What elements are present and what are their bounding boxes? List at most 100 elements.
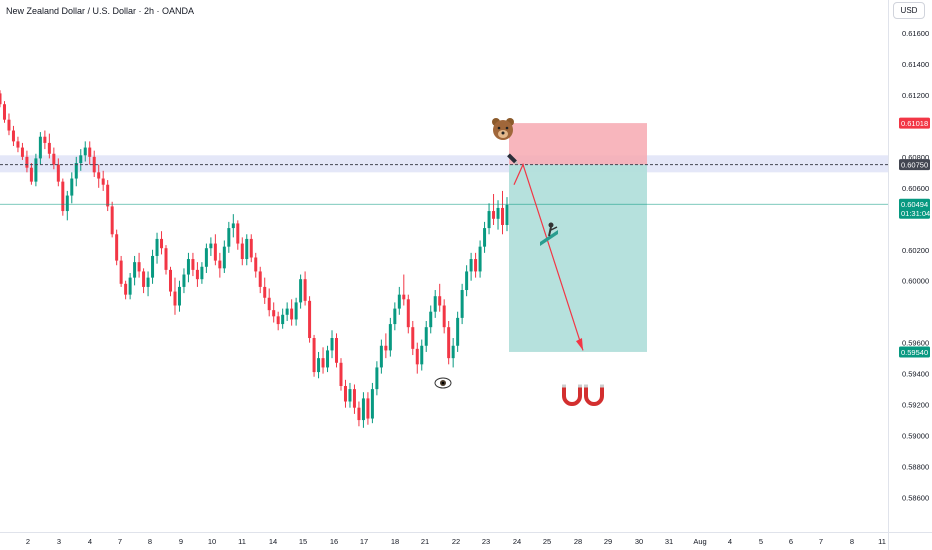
candle-body [11,130,15,142]
candle-body [92,156,96,173]
candle-body [303,279,307,301]
candle [415,342,419,374]
candle-body [406,299,410,328]
candle [213,234,217,266]
candle-body [343,386,347,402]
time-tick-label: 6 [789,537,793,546]
candle-body [321,358,325,368]
candle [74,156,78,187]
candle-body [245,238,249,260]
candle [20,142,24,160]
candle [16,136,20,153]
stop-loss-zone [509,123,647,165]
candle [442,299,446,334]
current-price-value: 0.60494 [901,200,928,209]
candle [469,252,473,281]
candle-body [276,316,280,325]
candle [43,130,47,150]
candle-body [88,147,92,157]
candle [379,339,383,374]
candle-body [29,167,33,182]
candle-body [97,172,101,179]
time-tick-label: 29 [604,537,612,546]
candle-body [146,277,150,287]
candle-body [465,271,469,291]
candle-body [168,269,172,292]
price-tick-label: 0.60800 [902,153,929,162]
candle [460,283,464,325]
candle [487,203,491,235]
candle [366,392,370,425]
candle [335,333,339,368]
candle-body [182,274,186,287]
candle-body [339,362,343,387]
entry-price-badge [899,159,930,171]
candle [137,252,141,278]
price-tick-label: 0.60600 [902,184,929,193]
candle [429,305,433,334]
candle-body [429,311,433,328]
candle [155,232,159,264]
candle [447,320,451,365]
candle-body [151,255,155,278]
candle [151,249,155,284]
candle-body [177,286,181,306]
chart-title: New Zealand Dollar / U.S. Dollar · 2h · … [6,6,195,16]
candle-body [137,262,141,272]
skier-icon [540,222,558,246]
candle [227,221,231,253]
candle-body [56,164,60,182]
candle [245,234,249,266]
candle-body [115,234,119,261]
candle-body [317,358,321,373]
time-tick-label: 8 [148,537,152,546]
currency-button[interactable]: USD [893,2,925,19]
candle-body [16,141,20,148]
candle-body [312,338,316,373]
candle [195,262,199,287]
candle [303,271,307,306]
candle-body [218,260,222,269]
candle-body [2,104,6,120]
candle [83,141,87,162]
candle-body [352,389,356,408]
candle-body [456,317,460,346]
candles-layer [0,90,509,428]
candle [326,345,330,373]
candle-body [209,243,213,249]
candle-body [110,206,114,235]
candle-body [357,407,361,421]
price-tick-label: 0.60200 [902,246,929,255]
candle-body [397,294,401,309]
candle [142,268,146,294]
candle [317,351,321,379]
candle [254,252,258,278]
candle [357,401,361,427]
candle-body [236,223,240,244]
candle [294,297,298,326]
candle-body [487,211,491,229]
candle [312,334,316,377]
candle [308,296,312,343]
candle-body [124,283,128,295]
candle-body [483,228,487,247]
candle-body [83,147,87,156]
price-tick-label: 0.60000 [902,277,929,286]
projection-arrowhead [576,338,583,351]
time-tick-label: 30 [635,537,643,546]
candle [182,268,186,294]
candle-body [326,350,330,368]
pen-icon [507,153,518,165]
candle-body [43,136,47,143]
magnet-icon [562,384,604,406]
candle-body [61,181,65,212]
candle [200,262,204,284]
candle [285,302,289,321]
candle [299,274,303,309]
candle [186,252,190,283]
candle-body [164,248,168,270]
candle [52,147,56,170]
candle-body [272,310,276,317]
time-tick-label: 18 [391,537,399,546]
